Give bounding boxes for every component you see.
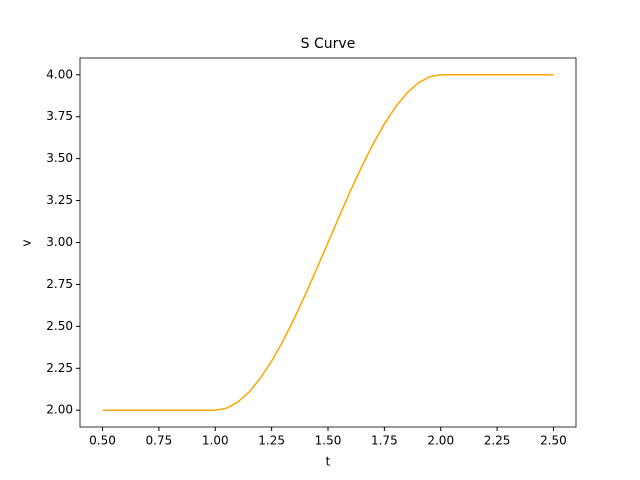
y-tick-label: 2.75	[46, 277, 73, 291]
plot-frame	[79, 57, 577, 428]
x-tick-label: 0.50	[89, 434, 116, 448]
y-tick-label: 3.00	[46, 235, 73, 249]
chart-title: S Curve	[301, 36, 356, 52]
x-tick-label: 1.50	[315, 434, 342, 448]
x-tick-label: 1.25	[258, 434, 285, 448]
x-tick-label: 0.75	[146, 434, 173, 448]
y-tick-label: 2.00	[46, 403, 73, 417]
y-axis-label: v	[20, 239, 34, 246]
y-tick-label: 3.75	[46, 109, 73, 123]
x-tick-label: 2.25	[484, 434, 511, 448]
y-tick-label: 2.50	[46, 319, 73, 333]
x-tick-label: 1.00	[202, 434, 229, 448]
x-tick-label: 2.00	[427, 434, 454, 448]
y-tick-label: 4.00	[46, 67, 73, 81]
y-tick-label: 2.25	[46, 361, 73, 375]
x-axis-label: t	[326, 455, 331, 469]
x-tick-label: 2.50	[540, 434, 567, 448]
x-tick-label: 1.75	[371, 434, 398, 448]
y-tick-label: 3.50	[46, 151, 73, 165]
line-series	[102, 74, 554, 411]
y-tick-label: 3.25	[46, 193, 73, 207]
